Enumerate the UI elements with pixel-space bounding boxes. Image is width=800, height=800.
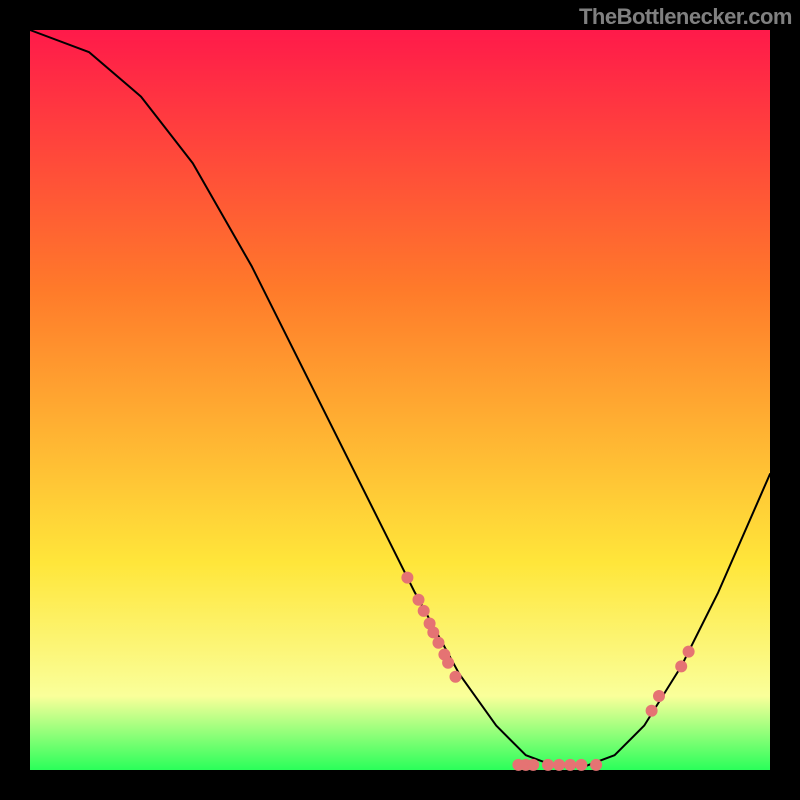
data-marker bbox=[442, 657, 454, 669]
data-marker bbox=[553, 759, 565, 771]
data-marker bbox=[646, 705, 658, 717]
data-marker bbox=[683, 646, 695, 658]
gradient-background bbox=[30, 30, 770, 770]
data-marker bbox=[527, 759, 539, 771]
data-marker bbox=[427, 626, 439, 638]
data-marker bbox=[413, 594, 425, 606]
data-marker bbox=[542, 759, 554, 771]
data-marker bbox=[590, 759, 602, 771]
data-marker bbox=[432, 637, 444, 649]
data-marker bbox=[401, 572, 413, 584]
data-marker bbox=[575, 759, 587, 771]
bottleneck-chart bbox=[0, 0, 800, 800]
data-marker bbox=[450, 671, 462, 683]
data-marker bbox=[564, 759, 576, 771]
chart-container: TheBottlenecker.com bbox=[0, 0, 800, 800]
watermark-text: TheBottlenecker.com bbox=[579, 4, 792, 30]
data-marker bbox=[675, 660, 687, 672]
data-marker bbox=[653, 690, 665, 702]
data-marker bbox=[418, 605, 430, 617]
